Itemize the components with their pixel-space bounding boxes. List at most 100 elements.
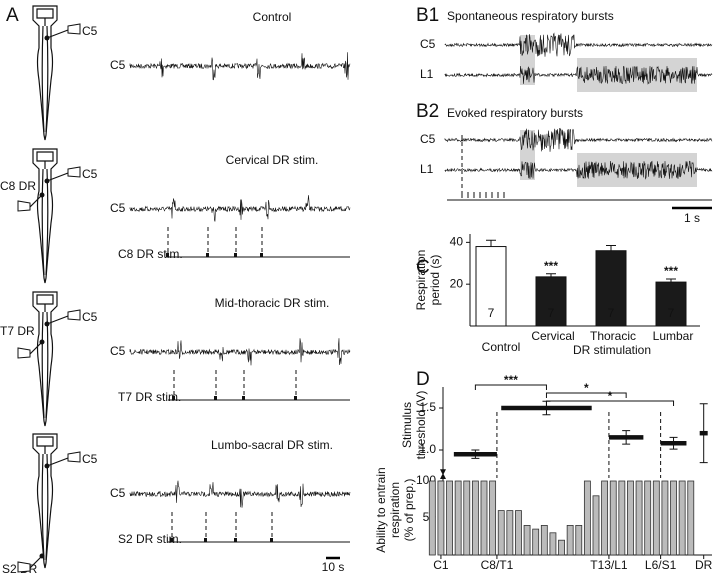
significance-bracket [474, 384, 547, 390]
electrode-body [67, 309, 81, 321]
bar [661, 480, 669, 556]
signal-trace [129, 338, 351, 366]
panel-title: Control [253, 10, 292, 24]
bar [601, 480, 609, 556]
bar [644, 480, 652, 556]
cord-outline [32, 433, 58, 569]
stim-label: C8 DR stim. [118, 247, 183, 261]
x-axis-label: DR stimulation [573, 343, 651, 357]
y-tick-label: 1.0 [419, 442, 436, 456]
error-bar [669, 436, 678, 450]
electrode-tip [39, 553, 45, 559]
bar [635, 480, 643, 556]
electrode-label: C5 [82, 310, 98, 324]
panel-title: Lumbo-sacral DR stim. [211, 438, 333, 452]
cord-detail [36, 8, 54, 133]
bar [558, 539, 565, 556]
x-tick-label: Thoracic [590, 329, 636, 343]
x-tick-label: Cervical [531, 329, 574, 343]
bar [549, 532, 557, 556]
significance: *** [504, 373, 518, 387]
signal-trace [129, 52, 351, 81]
electrode [29, 341, 43, 355]
x-tick-label: C1 [433, 558, 449, 572]
bar [652, 480, 660, 556]
y-axis-label: respiration [388, 482, 402, 538]
electrode [46, 315, 69, 325]
bar [592, 495, 600, 556]
bar [609, 480, 617, 556]
significance: * [584, 381, 589, 395]
significance: * [608, 389, 613, 403]
bar [670, 480, 677, 556]
signal-trace [129, 480, 351, 508]
x-tick-label: DR [695, 558, 713, 572]
bar [575, 525, 583, 556]
bar [678, 480, 686, 556]
bar [446, 480, 453, 556]
error-bar [666, 278, 676, 283]
x-tick-label: C8/T1 [481, 558, 514, 572]
y-axis-label: period (s) [428, 255, 442, 306]
trace-label: L1 [420, 162, 434, 176]
panel-label: B1 [416, 5, 439, 26]
error-bar [622, 430, 631, 445]
stim-pulse [206, 253, 209, 257]
y-tick-label: 20 [450, 276, 464, 290]
panel-title: Evoked respiratory bursts [447, 106, 583, 120]
bar [627, 480, 634, 556]
spinal-cord-icon [32, 433, 58, 569]
bar [489, 480, 497, 556]
bar [618, 480, 626, 556]
bar [480, 480, 488, 556]
bar [428, 480, 436, 556]
stim-pulse [242, 396, 245, 400]
cord-outline [32, 291, 58, 427]
electrode-tip [44, 321, 50, 327]
electrode-label: C8 DR [0, 179, 36, 193]
electrode-body [17, 347, 31, 359]
cord-outline [32, 5, 58, 141]
error-bar [606, 245, 616, 251]
y-axis-label: (% of prep.) [402, 479, 416, 542]
signal-trace [444, 65, 713, 85]
electrode-body [67, 451, 81, 463]
cord-outline [32, 148, 58, 284]
electrode [29, 555, 43, 569]
scale-label: 10 s [322, 560, 345, 574]
n-label: 7 [668, 306, 675, 320]
stim-pulse [214, 396, 217, 400]
x-tick-label: Lumbar [653, 329, 694, 343]
stim-pulse [204, 538, 207, 542]
panel-title: Cervical DR stim. [226, 153, 319, 167]
signal-trace [444, 32, 713, 57]
electrode-label: C5 [82, 167, 98, 181]
spinal-cord-icon [32, 148, 58, 284]
panel-title: Spontaneous respiratory bursts [447, 9, 614, 23]
bar [497, 510, 505, 556]
y-axis-label: Ability to entrain [374, 467, 388, 552]
trace-label: L1 [420, 67, 434, 81]
bar [471, 480, 479, 556]
trace-label: C5 [420, 37, 436, 51]
y-axis-label: Stimulus [400, 402, 414, 448]
y-tick-label: 1.5 [419, 400, 436, 414]
axis-arrow [440, 469, 446, 476]
electrode [29, 194, 43, 208]
error-bar [546, 273, 556, 277]
panel-label: B2 [416, 101, 439, 122]
panel-label: A [6, 5, 19, 26]
electrode-tip [39, 192, 45, 198]
significance: *** [544, 259, 558, 273]
bar [655, 281, 687, 327]
bar [506, 510, 514, 556]
x-tick-label: L6/S1 [645, 558, 677, 572]
bar [535, 276, 567, 327]
stim-pulse [234, 253, 237, 257]
bar [437, 480, 445, 556]
stim-pulse [166, 253, 169, 257]
electrode-tip [44, 178, 50, 184]
spinal-cord-icon [32, 5, 58, 141]
electrode-label: C5 [82, 24, 98, 38]
